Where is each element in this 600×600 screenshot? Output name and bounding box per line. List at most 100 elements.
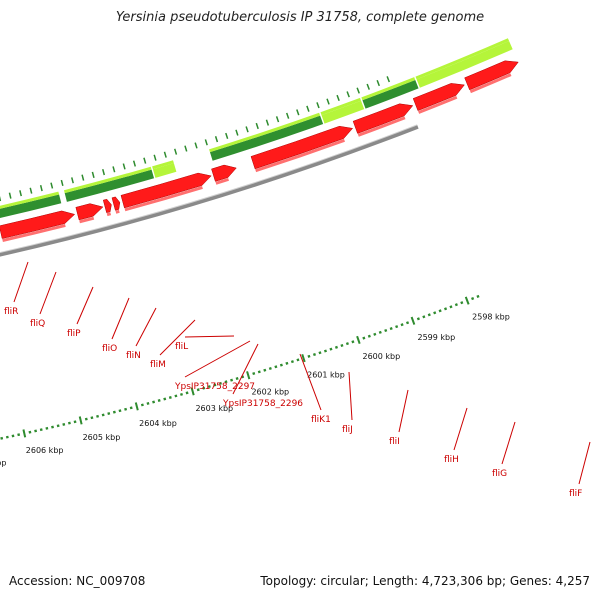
scale-tick-label: 2603 kbp	[195, 404, 233, 413]
scale-minor-tick	[218, 381, 222, 385]
gene-label-connector	[159, 319, 196, 356]
cds-arrow	[75, 203, 104, 221]
comparison-tick	[336, 94, 340, 102]
gene-label-connector	[184, 340, 251, 378]
scale-minor-tick	[224, 380, 228, 384]
gene-label-fliL: fliL	[175, 342, 188, 352]
backbone-line	[0, 124, 419, 257]
scale-minor-tick	[449, 305, 453, 309]
comparison-tick	[184, 145, 188, 152]
scale-tick-label: 2604 kbp	[139, 419, 177, 428]
scale-labels: 2607 kbp 2606 kbp 2605 kbp 2604 kbp 2603 kbp…	[0, 313, 510, 468]
backbone	[0, 124, 419, 257]
scale-tick-label: 2599 kbp	[418, 333, 456, 342]
scale-major-tick	[134, 402, 139, 411]
gene-label-fliQ: fliQ	[30, 319, 45, 329]
comparison-tick	[132, 160, 137, 167]
comparison-block	[152, 163, 177, 178]
comparison-tick	[346, 91, 350, 98]
scale-minor-tick	[263, 368, 267, 372]
scale-minor-tick	[471, 296, 475, 301]
comparison-tick	[60, 179, 64, 187]
comparison-tick	[174, 148, 178, 155]
scale-minor-tick	[39, 428, 43, 432]
gene-label-fliJ: fliJ	[342, 425, 353, 435]
comparison-block-edge	[361, 77, 416, 101]
comparison-block	[0, 194, 62, 219]
comparison-tick	[194, 142, 198, 149]
comparison-block	[362, 79, 419, 109]
backbone-highlight	[0, 124, 418, 253]
scale-minor-tick	[5, 435, 9, 439]
scale-minor-tick	[230, 378, 234, 382]
scale-minor-tick	[416, 317, 420, 321]
comparison-tick	[71, 177, 74, 184]
scale-minor-tick	[252, 372, 256, 376]
comparison-tick	[8, 192, 12, 199]
scale-minor-tick	[0, 436, 4, 440]
cds-arrow-top	[106, 212, 112, 217]
scale-minor-tick	[17, 433, 21, 437]
gene-label-connector	[184, 335, 235, 338]
scale-minor-tick	[323, 349, 327, 353]
scale-major-tick	[301, 353, 306, 363]
comparison-tick	[356, 87, 360, 94]
scale-major-tick	[356, 335, 361, 345]
scale-minor-tick	[400, 323, 404, 327]
scale-minor-tick	[307, 354, 311, 358]
gene-label-fliK1: fliK1	[311, 415, 331, 425]
gene-label-YpsIP31758_2297: YpsIP31758_2297	[174, 382, 255, 392]
scale-minor-tick	[334, 345, 338, 349]
scale-tick-label: 2598 kbp	[472, 313, 510, 322]
gene-label-connector	[13, 261, 29, 303]
cds-arrow	[120, 172, 212, 209]
scale-minor-tick	[168, 396, 172, 399]
scale-minor-tick	[101, 413, 105, 417]
scale-minor-tick	[56, 424, 60, 428]
scale-minor-tick	[312, 353, 316, 357]
scale-minor-tick	[112, 410, 116, 414]
comparison-tick	[255, 122, 259, 130]
comparison-tick	[316, 102, 320, 109]
comparison-block	[64, 169, 155, 202]
scale-minor-tick	[62, 423, 66, 426]
gene-labels: fliR fliQ fliP fliO fliN fliM fliL YpsIP31758_2…	[4, 307, 582, 499]
comparison-block-edge	[209, 112, 321, 153]
comparison-tick	[366, 83, 370, 90]
scale-minor-tick	[395, 325, 399, 329]
scale-minor-tick	[427, 313, 431, 317]
scale-minor-tick	[202, 386, 206, 390]
cds-arrow-top	[2, 224, 66, 242]
scale-minor-tick	[51, 425, 54, 429]
comparison-tick	[265, 119, 270, 126]
comparison-tick	[143, 157, 147, 164]
cds-arrow-top	[115, 209, 120, 214]
cds-arrow	[0, 210, 76, 239]
gene-label-connector	[232, 343, 259, 395]
scale-major-tick	[22, 429, 27, 438]
gene-label-connector	[111, 297, 130, 340]
scale-minor-tick	[96, 414, 99, 418]
comparison-tick	[306, 105, 310, 112]
cds-arrow-top	[79, 216, 95, 224]
gene-label-connector	[135, 307, 157, 347]
scale-ring	[0, 294, 480, 440]
comparison-tick	[112, 166, 116, 173]
comparison-tick	[214, 136, 219, 143]
scale-minor-tick	[90, 416, 94, 420]
comparison-block	[209, 115, 324, 161]
comparison-tick	[29, 187, 33, 194]
scale-minor-tick	[28, 430, 32, 434]
comparison-tick	[376, 79, 381, 87]
scale-minor-tick	[235, 377, 239, 381]
scale-minor-tick	[213, 383, 217, 387]
comparison-tick	[39, 185, 43, 192]
comparison-tick	[225, 132, 229, 139]
comparison-tick	[296, 109, 300, 116]
comparison-block-edge	[320, 97, 362, 116]
cds-arrow-top	[124, 185, 203, 212]
scale-major-tick	[190, 387, 195, 396]
gene-label-fliF: fliF	[569, 489, 582, 499]
comparison-tick	[235, 129, 239, 136]
